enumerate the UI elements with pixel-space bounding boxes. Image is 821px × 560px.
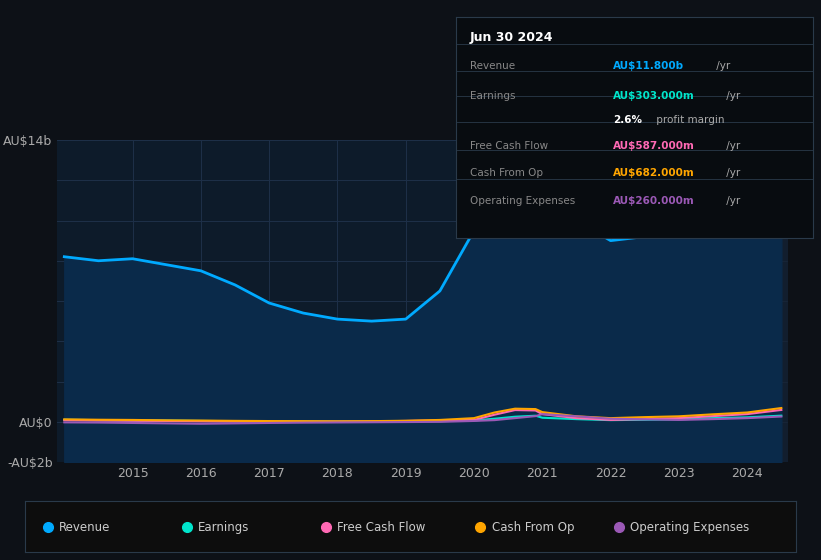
Text: AU$260.000m: AU$260.000m: [612, 196, 695, 206]
Text: profit margin: profit margin: [653, 115, 724, 125]
Text: /yr: /yr: [722, 169, 740, 178]
Text: Jun 30 2024: Jun 30 2024: [470, 31, 553, 44]
Text: 2.6%: 2.6%: [612, 115, 642, 125]
Text: /yr: /yr: [722, 196, 740, 206]
Text: Cash From Op: Cash From Op: [492, 521, 574, 534]
Text: /yr: /yr: [722, 141, 740, 151]
Text: Earnings: Earnings: [470, 91, 516, 101]
Text: /yr: /yr: [713, 61, 730, 71]
Text: Free Cash Flow: Free Cash Flow: [470, 141, 548, 151]
Text: AU$303.000m: AU$303.000m: [612, 91, 695, 101]
Text: Earnings: Earnings: [199, 521, 250, 534]
Text: Cash From Op: Cash From Op: [470, 169, 543, 178]
Bar: [736, 140, 788, 462]
Text: Revenue: Revenue: [470, 61, 515, 71]
Text: AU$11.800b: AU$11.800b: [612, 61, 684, 71]
Text: AU$587.000m: AU$587.000m: [612, 141, 695, 151]
Text: /yr: /yr: [722, 91, 740, 101]
Text: Free Cash Flow: Free Cash Flow: [337, 521, 425, 534]
Text: Revenue: Revenue: [59, 521, 111, 534]
Text: Operating Expenses: Operating Expenses: [631, 521, 750, 534]
Text: AU$682.000m: AU$682.000m: [612, 169, 695, 178]
Text: Operating Expenses: Operating Expenses: [470, 196, 576, 206]
